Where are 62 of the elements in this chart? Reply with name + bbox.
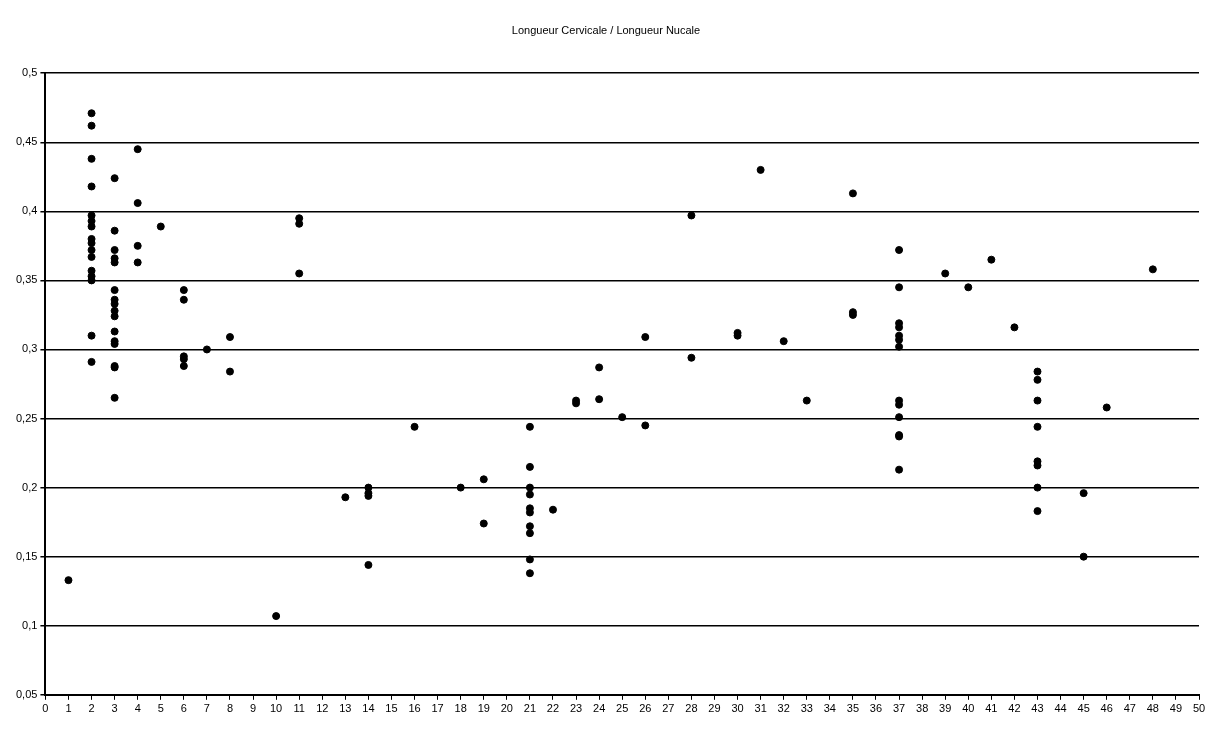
- x-tick-label: 6: [180, 702, 187, 715]
- x-tick-label: 36: [869, 702, 883, 715]
- x-tick-label: 20: [500, 702, 513, 715]
- x-tick-label: 45: [1077, 702, 1090, 715]
- x-tick-label: 33: [800, 702, 813, 715]
- x-tick-label: 47: [1123, 702, 1136, 715]
- x-tick-label: 12: [316, 702, 329, 715]
- x-tick-label: 46: [1100, 702, 1113, 715]
- y-tick-label: 0,05: [15, 687, 38, 700]
- x-tick-label: 25: [616, 702, 629, 715]
- x-tick-label: 32: [777, 702, 790, 715]
- x-tick-label: 26: [639, 702, 652, 715]
- x-tick-label: 5: [157, 702, 164, 715]
- x-tick-label: 48: [1146, 702, 1159, 715]
- chart-title: Longueur Cervicale / Longueur Nucale: [511, 23, 701, 36]
- y-tick-label: 0,5: [22, 66, 38, 79]
- x-tick-label: 28: [685, 702, 698, 715]
- x-tick-label: 14: [362, 702, 375, 715]
- x-tick-label: 4: [134, 702, 141, 715]
- x-tick-label: 2: [88, 702, 95, 715]
- x-tick-label: 37: [892, 702, 906, 715]
- y-tick-label: 0,3: [22, 342, 38, 355]
- y-tick-label: 0,15: [15, 549, 38, 562]
- x-tick-label: 11: [293, 702, 305, 715]
- y-tick-label: 0,2: [22, 480, 38, 493]
- x-tick-label: 44: [1054, 702, 1067, 715]
- x-tick-label: 17: [431, 702, 444, 715]
- x-tick-label: 21: [523, 702, 537, 715]
- y-tick-label: 0,1: [22, 618, 38, 631]
- x-tick-label: 15: [385, 702, 398, 715]
- x-tick-label: 13: [339, 702, 352, 715]
- x-tick-label: 42: [1008, 702, 1021, 715]
- x-tick-label: 38: [916, 702, 929, 715]
- x-tick-label: 35: [846, 702, 860, 715]
- x-tick-label: 29: [708, 702, 721, 715]
- x-tick-label: 49: [1169, 702, 1183, 715]
- y-tick-label: 0,4: [22, 204, 38, 217]
- x-tick-label: 23: [569, 702, 583, 715]
- x-tick-label: 7: [203, 702, 210, 715]
- x-tick-label: 18: [454, 702, 467, 715]
- x-tick-label: 9: [249, 702, 257, 715]
- x-tick-label: 50: [1192, 702, 1206, 715]
- x-tick-label: 27: [662, 702, 675, 715]
- y-tick-label: 0,45: [15, 135, 38, 148]
- x-tick-label: 24: [593, 702, 606, 715]
- x-tick-label: 16: [408, 702, 421, 715]
- x-tick-label: 22: [546, 702, 560, 715]
- x-tick-label: 0: [42, 702, 49, 715]
- x-tick-label: 34: [823, 702, 836, 715]
- x-tick-label: 10: [270, 702, 283, 715]
- x-tick-label: 1: [65, 702, 72, 715]
- x-tick-label: 43: [1031, 702, 1044, 715]
- x-tick-label: 19: [477, 702, 490, 715]
- y-tick-label: 0,35: [15, 273, 38, 286]
- x-tick-label: 41: [985, 702, 998, 715]
- x-tick-label: 30: [731, 702, 744, 715]
- x-tick-label: 3: [111, 702, 118, 715]
- x-tick-label: 39: [939, 702, 952, 715]
- x-tick-label: 8: [226, 702, 234, 715]
- x-tick-label: 31: [754, 702, 767, 715]
- y-tick-label: 0,25: [15, 411, 38, 424]
- x-tick-label: 40: [962, 702, 975, 715]
